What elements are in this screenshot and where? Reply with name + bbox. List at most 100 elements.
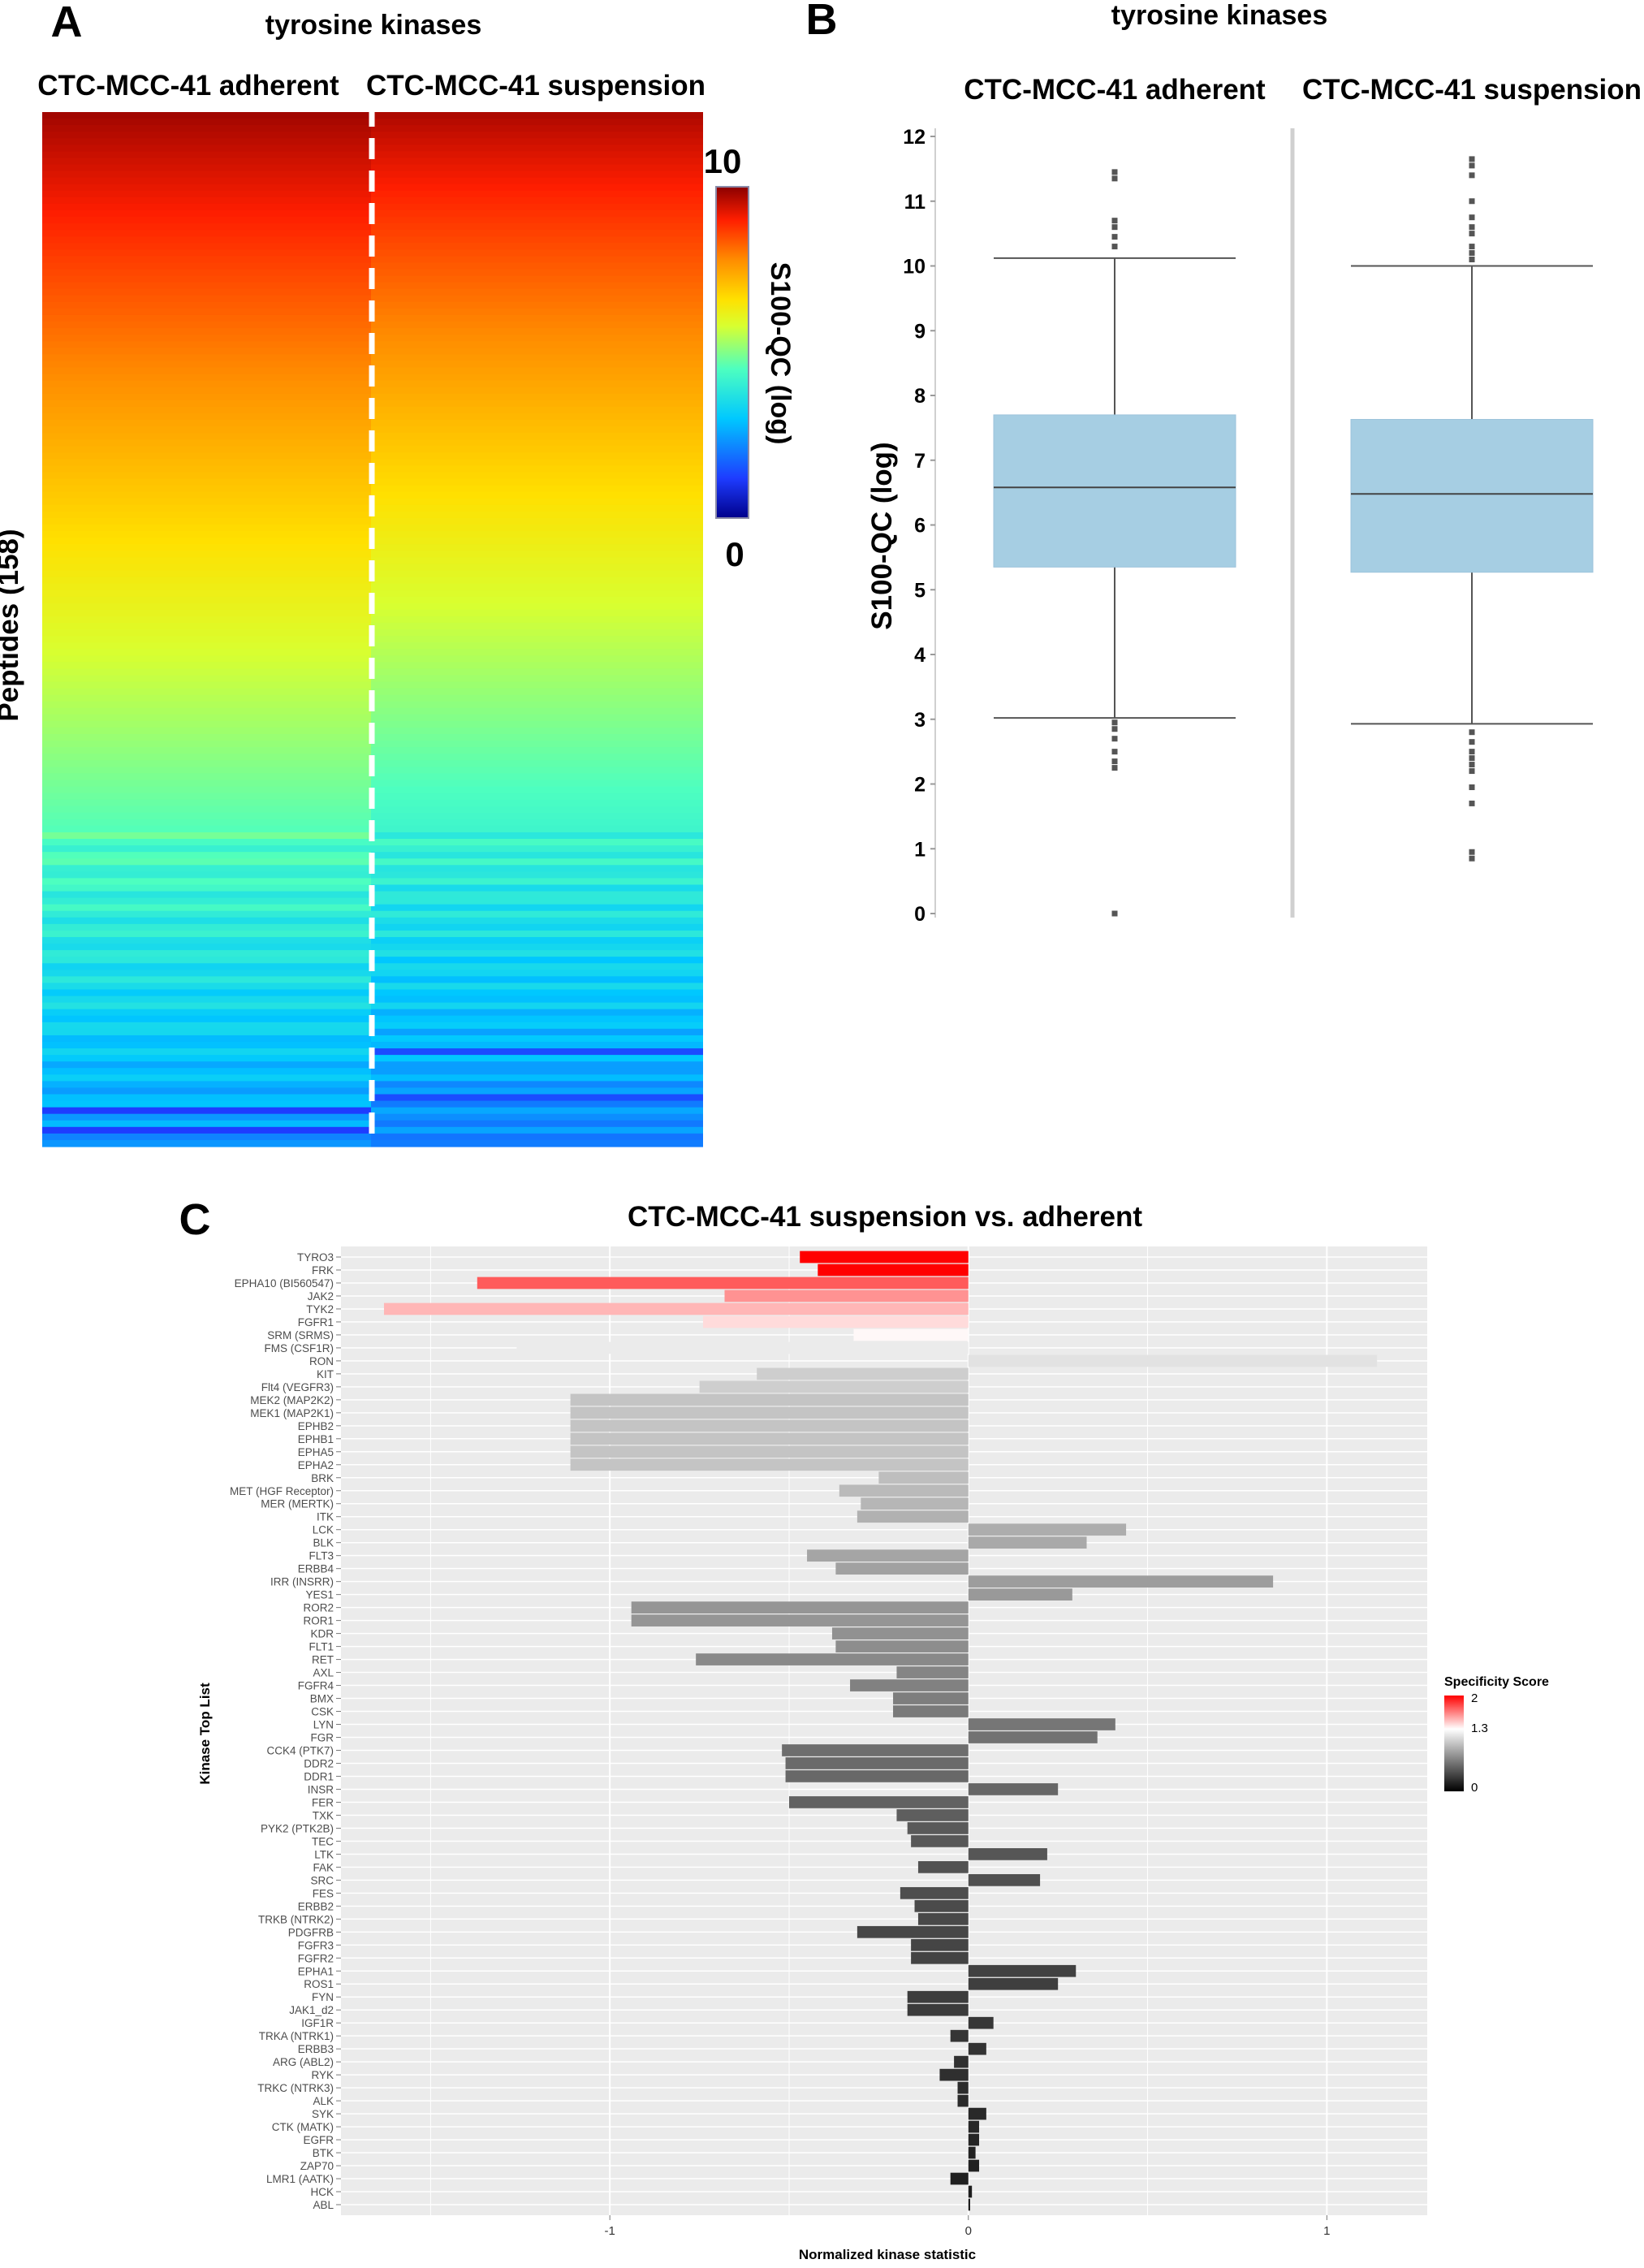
kinase-label: TRKA (NTRK1) <box>259 2030 334 2042</box>
heatmap-cell <box>42 583 371 591</box>
heatmap-cell <box>42 374 371 382</box>
boxplot-outlier <box>1469 784 1475 790</box>
heatmap-cell <box>371 145 703 152</box>
heatmap-cell <box>42 400 371 408</box>
heatmap-cell <box>42 917 371 925</box>
kinase-label: AXL <box>313 1667 334 1679</box>
kinase-bar <box>968 1575 1274 1588</box>
kinase-label: TXK <box>313 1809 334 1821</box>
kinase-bar <box>907 2003 969 2016</box>
heatmap-cell <box>371 720 703 728</box>
heatmap-colorbar-title: S100-QC (log) <box>765 262 796 445</box>
heatmap-cell <box>42 544 371 551</box>
heatmap-cell <box>371 1035 703 1043</box>
heatmap-cell <box>371 1061 703 1069</box>
heatmap-cell <box>42 472 371 480</box>
heatmap-cell <box>371 177 703 185</box>
kinase-label: LCK <box>313 1524 334 1536</box>
kinase-bar <box>853 1328 969 1341</box>
kinase-label: RET <box>312 1654 334 1666</box>
heatmap-cell <box>371 158 703 166</box>
kinase-label: BLK <box>313 1537 334 1549</box>
heatmap-cell <box>371 517 703 525</box>
boxplot-outlier <box>1111 910 1118 917</box>
kinase-bar <box>699 1380 969 1393</box>
heatmap-cell <box>371 275 703 283</box>
heatmap-cell <box>42 419 371 427</box>
heatmap-cell <box>371 727 703 735</box>
heatmap-cell <box>42 282 371 290</box>
heatmap-cell <box>42 203 371 211</box>
heatmap-cell <box>42 675 371 683</box>
heatmap-cell <box>42 511 371 519</box>
heatmap-cell <box>371 328 703 335</box>
boxplot-outlier <box>1111 758 1118 765</box>
kinase-bar <box>968 1848 1047 1860</box>
heatmap-cell <box>42 1061 371 1069</box>
heatmap-cell <box>371 243 703 250</box>
kinase-label: FES <box>313 1887 334 1899</box>
heatmap-cell <box>371 1087 703 1095</box>
heatmap-cell <box>42 897 371 905</box>
heatmap-cell <box>42 773 371 781</box>
kinase-x-ticks: -1 0 1 <box>605 2215 1331 2238</box>
boxplot-outlier <box>1111 726 1118 732</box>
boxplot-y-tick-label: 11 <box>904 191 926 214</box>
kinase-bar <box>570 1432 969 1445</box>
heatmap-cell <box>371 1120 703 1128</box>
heatmap-cell <box>42 1068 371 1075</box>
heatmap-cell <box>42 996 371 1004</box>
heatmap-cell <box>371 655 703 663</box>
heatmap-cell <box>42 112 371 119</box>
kinase-label: JAK1_d2 <box>289 2004 334 2016</box>
kinase-bar <box>954 2055 969 2068</box>
kinase-bar <box>911 1835 969 1847</box>
heatmap-cell <box>42 970 371 977</box>
heatmap-cell <box>42 491 371 499</box>
heatmap-cell <box>371 957 703 964</box>
heatmap-cell <box>42 341 371 348</box>
heatmap-cell <box>42 328 371 335</box>
kinase-label: ZAP70 <box>300 2160 334 2172</box>
panel-c: C CTC-MCC-41 suspension vs. adherent TYR… <box>179 1195 1550 2262</box>
kinase-bar <box>957 2094 969 2107</box>
heatmap-cell <box>42 878 371 886</box>
heatmap-cell <box>42 217 371 224</box>
heatmap-cell <box>371 878 703 886</box>
heatmap-cell <box>42 852 371 859</box>
heatmap-cell <box>371 138 703 145</box>
boxplot-outlier <box>1111 719 1118 726</box>
kinase-bar <box>857 1510 969 1523</box>
kinase-label: BMX <box>310 1693 334 1705</box>
heatmap-cell <box>42 727 371 735</box>
kinase-bar <box>968 1731 1098 1743</box>
heatmap-cell <box>42 177 371 185</box>
kinase-bar <box>835 1640 969 1652</box>
heatmap-cell <box>371 197 703 205</box>
boxplot-outlier <box>1469 749 1475 755</box>
heatmap-cell <box>371 125 703 132</box>
kinase-bar <box>835 1562 969 1575</box>
heatmap-cell <box>371 446 703 453</box>
heatmap-cell <box>371 282 703 290</box>
heatmap-cell <box>371 806 703 814</box>
specificity-legend-title: Specificity Score <box>1444 1675 1549 1689</box>
heatmap-cell <box>42 1035 371 1043</box>
boxplot-outlier <box>1469 257 1475 263</box>
heatmap-cell <box>371 681 703 689</box>
boxplot-outlier <box>1469 729 1475 736</box>
heatmap-cell <box>42 662 371 669</box>
heatmap-cell <box>371 217 703 224</box>
kinase-label: FYN <box>312 1991 334 2003</box>
heatmap-cell <box>371 406 703 414</box>
heatmap-cell <box>42 590 371 598</box>
kinase-label: YES1 <box>305 1589 334 1601</box>
kinase-chart-title: CTC-MCC-41 suspension vs. adherent <box>628 1201 1142 1233</box>
kinase-bar <box>957 2081 969 2094</box>
heatmap-cell <box>42 1041 371 1049</box>
boxplot-y-tick-label: 2 <box>914 774 926 797</box>
kinase-bar <box>893 1692 969 1704</box>
heatmap-cell <box>371 583 703 591</box>
heatmap-cell <box>42 754 371 761</box>
